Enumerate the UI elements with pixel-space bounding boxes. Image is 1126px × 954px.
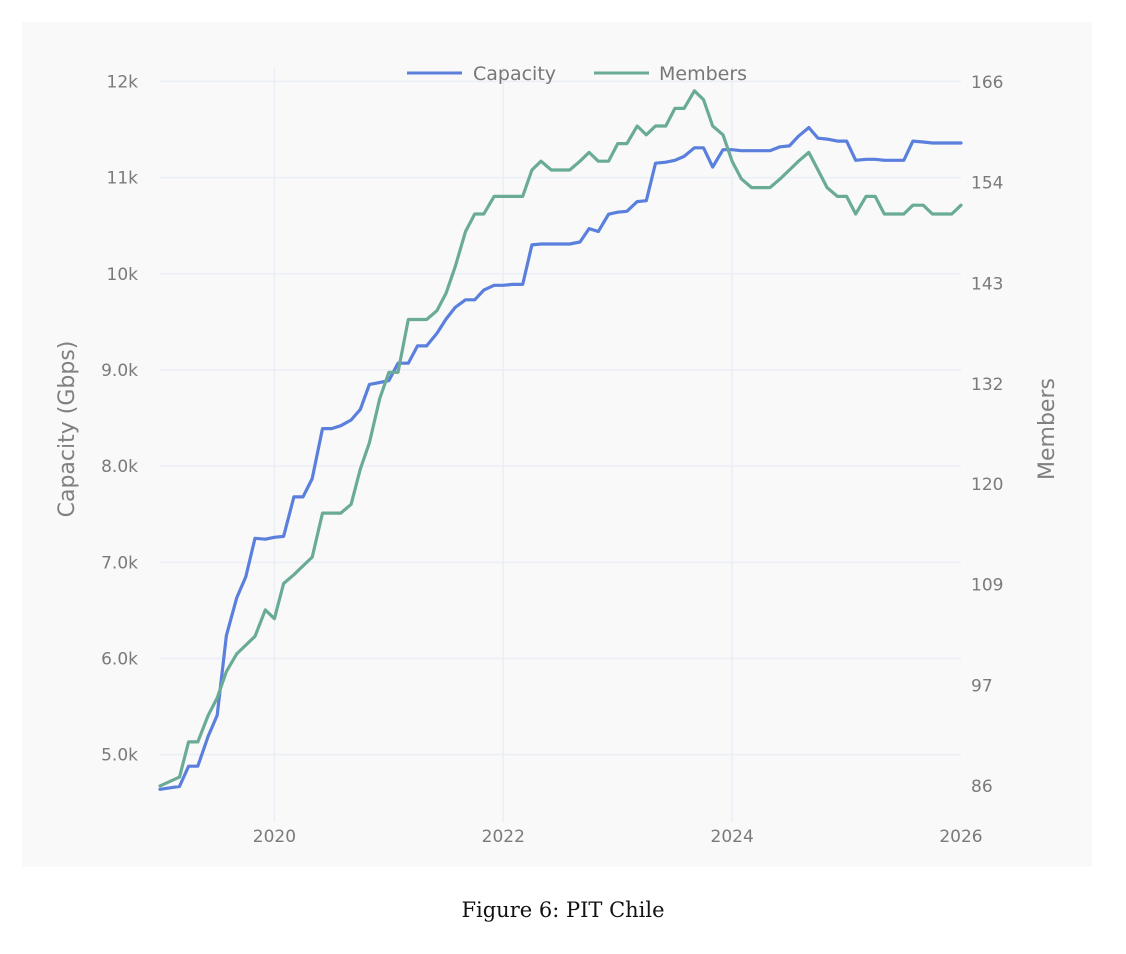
series-line-members [158,89,963,788]
y2-tick-label: 166 [971,73,1003,93]
chart-panel: 5.0k 6.0k 7.0k 8.0k 9.0k 10k 11k 12k 86 97 109 120… [22,22,1092,867]
y2-tick-label: 132 [971,375,1003,395]
y-axis-right-title: Members [1035,378,1060,480]
legend-label-members[interactable]: Members [659,63,747,85]
y2-tick-label: 143 [971,274,1003,294]
y-axis-right-ticks: 86 97 109 120 132 143 154 166 [971,73,1003,797]
y-tick-label: 8.0k [101,457,138,477]
x-tick-label: 2022 [482,827,525,847]
y-tick-label: 6.0k [101,649,138,669]
x-tick-label: 2020 [253,827,296,847]
figure-caption: Figure 6: PIT Chile [461,898,665,922]
y-tick-label: 9.0k [101,361,138,381]
y-tick-label: 10k [107,265,139,285]
y-tick-label: 11k [107,169,139,189]
y2-tick-label: 120 [971,475,1003,495]
y-tick-label: 7.0k [101,553,138,573]
y2-tick-label: 97 [971,677,993,697]
line-chart: 5.0k 6.0k 7.0k 8.0k 9.0k 10k 11k 12k 86 97 109 120… [55,63,1060,847]
y2-tick-label: 154 [971,173,1003,193]
grid [160,67,961,822]
y-axis-left-ticks: 5.0k 6.0k 7.0k 8.0k 9.0k 10k 11k 12k [101,72,138,765]
series-lines [158,89,963,791]
legend: Capacity Members [407,63,747,85]
y-tick-label: 5.0k [101,746,138,766]
y-axis-left-title: Capacity (Gbps) [55,341,80,518]
y-tick-label: 12k [107,72,139,92]
y2-tick-label: 86 [971,777,993,797]
legend-label-capacity[interactable]: Capacity [473,63,556,85]
x-axis-ticks: 2020 2022 2024 2026 [253,827,983,847]
x-tick-label: 2024 [711,827,754,847]
series-line-capacity [158,125,963,791]
y2-tick-label: 109 [971,575,1003,595]
x-tick-label: 2026 [939,827,982,847]
